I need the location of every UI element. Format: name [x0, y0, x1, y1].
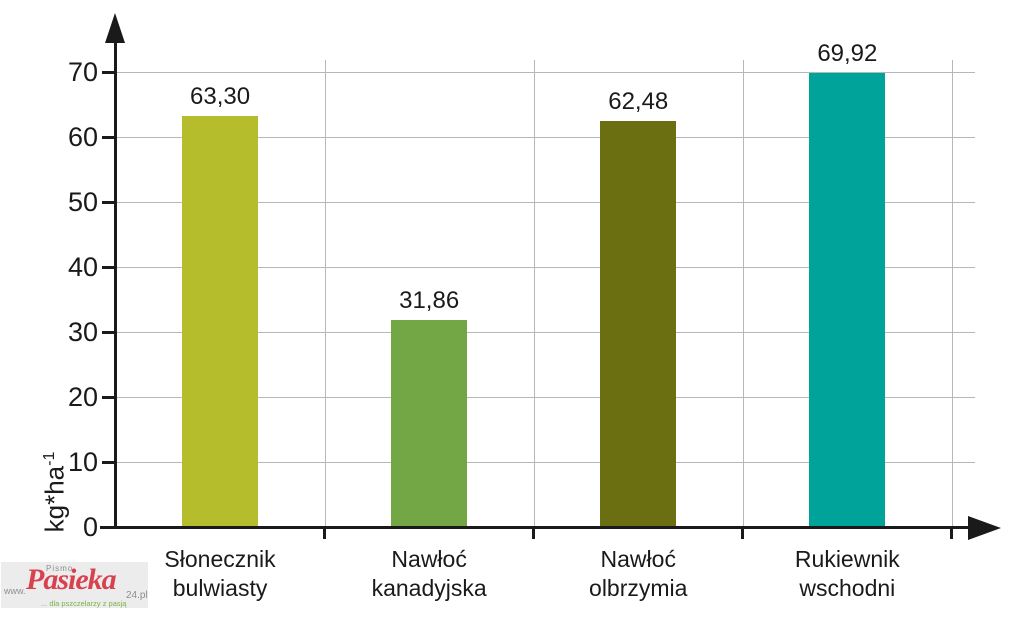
h-gridline [117, 266, 975, 268]
h-gridline [117, 136, 975, 138]
y-tick-label: 10 [67, 447, 98, 477]
category-label-line: Słonecznik [164, 546, 276, 572]
y-tick-label: 0 [82, 512, 98, 542]
y-tick-mark [102, 200, 117, 204]
y-axis-title-exponent: -1 [41, 451, 58, 466]
y-tick-mark [102, 460, 117, 464]
category-label: Słonecznik bulwiasty [114, 545, 326, 603]
watermark-top-label: Pismo [46, 564, 74, 573]
y-tick-label: 40 [67, 252, 98, 282]
x-tick-mark [532, 527, 536, 539]
v-gridline [951, 60, 953, 527]
h-gridline [117, 461, 975, 463]
category-label: Nawłoć olbrzymia [532, 545, 744, 603]
y-axis-title: kg*ha-1 [34, 433, 70, 551]
category-label-line: kanadyjska [371, 575, 487, 601]
v-gridline [533, 60, 535, 527]
bar-value-label: 69,92 [817, 39, 878, 67]
watermark-tagline: ... dla pszczelarzy z pasją [41, 599, 127, 608]
x-axis-arrow-icon [968, 516, 1001, 540]
bar-value-label: 31,86 [399, 286, 460, 314]
y-tick-mark [102, 135, 117, 139]
bar [391, 319, 468, 527]
y-tick-mark [102, 330, 117, 334]
x-tick-mark [741, 527, 745, 539]
x-tick-mark [950, 527, 954, 539]
y-tick-label: 70 [67, 57, 98, 87]
y-tick-mark [102, 395, 117, 399]
category-label-line: wschodni [799, 575, 896, 601]
bar [809, 72, 886, 527]
category-label-line: Nawłoć [391, 546, 467, 572]
bar-value-label: 63,30 [190, 82, 251, 110]
y-tick-mark [102, 265, 117, 269]
y-tick-label: 60 [67, 122, 98, 152]
v-gridline [324, 60, 326, 527]
y-tick-label: 50 [67, 187, 98, 217]
y-axis-line [114, 34, 117, 529]
watermark-brand-name: Pasieka [26, 563, 117, 596]
y-tick-label: 30 [67, 317, 98, 347]
h-gridline [117, 331, 975, 333]
watermark-www-prefix: www. [4, 586, 26, 596]
h-gridline [117, 201, 975, 203]
y-axis-arrow-icon [105, 13, 125, 43]
h-gridline [117, 71, 975, 73]
h-gridline [117, 396, 975, 398]
bar [182, 115, 259, 527]
v-gridline [742, 60, 744, 527]
category-label: Nawłoć kanadyjska [323, 545, 535, 603]
y-tick-label: 20 [67, 382, 98, 412]
y-tick-mark [102, 70, 117, 74]
category-label-line: Nawłoć [600, 546, 676, 572]
category-label-line: olbrzymia [589, 575, 688, 601]
y-tick-mark [102, 525, 117, 529]
bar-value-label: 62,48 [608, 87, 669, 115]
x-tick-mark [323, 527, 327, 539]
y-axis-title-base: kg*ha [39, 465, 70, 533]
category-label: Rukiewnik wschodni [741, 545, 953, 603]
category-label-line: bulwiasty [172, 575, 268, 601]
bar [600, 120, 677, 527]
watermark-brand-suffix: 24.pl [126, 590, 148, 601]
category-label-line: Rukiewnik [794, 546, 900, 572]
watermark-logo: Pismo www. Pasieka 24.pl ... dla pszczel… [1, 562, 148, 608]
x-axis-line [100, 526, 972, 529]
